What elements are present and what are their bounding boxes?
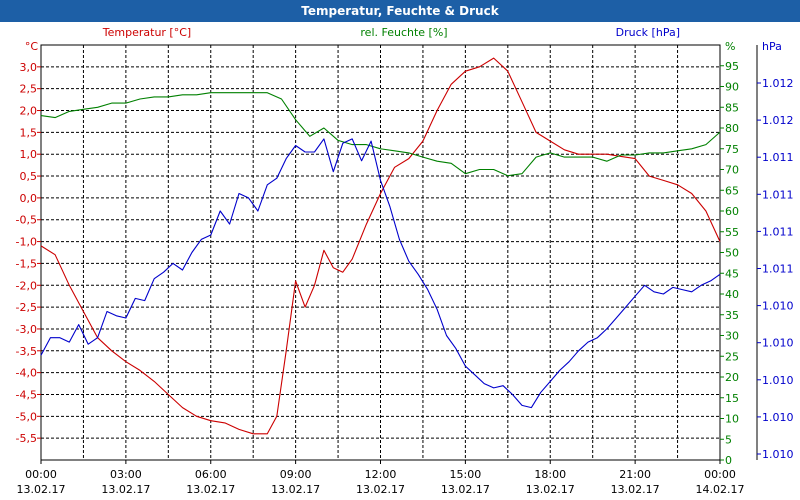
pressure-tick-label: 1.010	[762, 300, 794, 313]
humidity-tick-label: 50	[725, 247, 739, 260]
humidity-tick-label: 55	[725, 226, 739, 239]
humidity-tick-label: 35	[725, 309, 739, 322]
temperature-tick-label: -1,0	[16, 236, 37, 249]
humidity-tick-label: 45	[725, 267, 739, 280]
pressure-tick-label: 1.011	[762, 263, 794, 276]
x-tick-time: 12:00	[365, 468, 397, 481]
temperature-tick-label: 2,0	[20, 105, 38, 118]
x-tick-date: 13.02.17	[611, 483, 660, 496]
temperature-tick-label: 0,5	[20, 170, 38, 183]
x-tick-date: 14.02.17	[696, 483, 745, 496]
pressure-tick-label: 1.010	[762, 337, 794, 350]
temperature-tick-label: -1,5	[16, 257, 37, 270]
temperature-tick-label: -5,5	[16, 432, 37, 445]
x-tick-date: 13.02.17	[441, 483, 490, 496]
humidity-series-line	[40, 92, 721, 177]
x-tick-date: 13.02.17	[101, 483, 150, 496]
pressure-tick-label: 1.010	[762, 448, 794, 461]
x-tick-time: 15:00	[450, 468, 482, 481]
pressure-tick-label: 1.012	[762, 114, 794, 127]
humidity-tick-label: 95	[725, 60, 739, 73]
x-tick-time: 18:00	[534, 468, 566, 481]
humidity-tick-label: 30	[725, 330, 739, 343]
temperature-tick-label: 1,5	[20, 126, 38, 139]
chart-title: Temperatur, Feuchte & Druck	[0, 0, 800, 22]
pressure-tick-label: 1.011	[762, 225, 794, 238]
pressure-unit: hPa	[762, 40, 782, 53]
x-tick-time: 00:00	[25, 468, 57, 481]
humidity-tick-label: 80	[725, 122, 739, 135]
temperature-tick-label: 1,0	[20, 148, 38, 161]
temperature-tick-label: -2,0	[16, 279, 37, 292]
pressure-tick-label: 1.012	[762, 77, 794, 90]
x-tick-time: 03:00	[110, 468, 142, 481]
humidity-tick-label: 0	[725, 454, 732, 467]
x-tick-date: 13.02.17	[17, 483, 66, 496]
x-tick-date: 13.02.17	[271, 483, 320, 496]
pressure-tick-label: 1.011	[762, 188, 794, 201]
humidity-tick-label: 75	[725, 143, 739, 156]
x-tick-time: 09:00	[280, 468, 312, 481]
temperature-tick-label: 2,5	[20, 83, 38, 96]
temperature-tick-label: -3,5	[16, 345, 37, 358]
temperature-tick-label: -4,5	[16, 388, 37, 401]
x-tick-time: 06:00	[195, 468, 227, 481]
humidity-tick-label: 25	[725, 350, 739, 363]
humidity-tick-label: 5	[725, 433, 732, 446]
humidity-axis-label: rel. Feuchte [%]	[360, 26, 447, 39]
humidity-tick-label: 90	[725, 81, 739, 94]
pressure-tick-label: 1.011	[762, 151, 794, 164]
humidity-tick-label: 85	[725, 101, 739, 114]
humidity-tick-label: 10	[725, 413, 739, 426]
temperature-axis-label: Temperatur [°C]	[102, 26, 191, 39]
temperature-tick-label: -2,5	[16, 301, 37, 314]
temperature-unit: °C	[25, 40, 39, 53]
pressure-series-line	[40, 138, 721, 409]
humidity-tick-label: 65	[725, 184, 739, 197]
humidity-tick-label: 70	[725, 164, 739, 177]
x-tick-time: 00:00	[704, 468, 736, 481]
temperature-tick-label: 3,0	[20, 61, 38, 74]
pressure-tick-label: 1.010	[762, 411, 794, 424]
temperature-tick-label: -0,5	[16, 214, 37, 227]
chart-area: °C% hPa Temperatur [°C] rel. Feuchte [%] Dru…	[16, 26, 794, 496]
x-tick-time: 21:00	[619, 468, 651, 481]
temperature-tick-label: -5,0	[16, 410, 37, 423]
pressure-axis-label: Druck [hPa]	[616, 26, 680, 39]
humidity-tick-label: 60	[725, 205, 739, 218]
humidity-tick-label: 15	[725, 392, 739, 405]
pressure-tick-label: 1.010	[762, 374, 794, 387]
temperature-tick-label: -4,0	[16, 367, 37, 380]
humidity-unit: %	[725, 40, 735, 53]
temperature-tick-label: 0,0	[20, 192, 38, 205]
x-tick-date: 13.02.17	[526, 483, 575, 496]
humidity-tick-label: 40	[725, 288, 739, 301]
x-tick-date: 13.02.17	[356, 483, 405, 496]
humidity-tick-label: 20	[725, 371, 739, 384]
x-tick-date: 13.02.17	[186, 483, 235, 496]
temperature-series-line	[40, 57, 721, 435]
temperature-tick-label: -3,0	[16, 323, 37, 336]
